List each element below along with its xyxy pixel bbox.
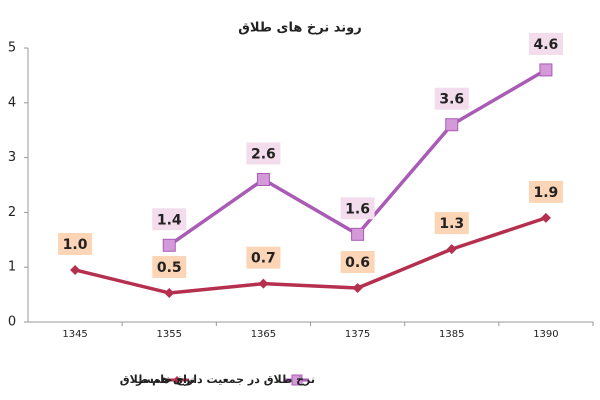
value-label-bg [152, 255, 187, 278]
value-label: 0.5 [157, 260, 182, 276]
marker [162, 238, 176, 252]
value-label-bg [152, 208, 187, 231]
legend-marker [291, 374, 303, 386]
value-label: 3.6 [439, 92, 464, 108]
x-tick-label: 1385 [439, 329, 464, 340]
marker [164, 287, 175, 298]
marker [258, 278, 269, 289]
y-tick-label: 2 [8, 205, 16, 220]
value-label: 1.4 [157, 212, 182, 228]
marker [445, 118, 459, 132]
marker [352, 283, 363, 294]
x-tick-label: 1375 [345, 329, 370, 340]
series-line [74, 216, 547, 295]
value-label-bg [434, 87, 469, 110]
marker [446, 244, 457, 255]
y-tick-label: 4 [8, 95, 16, 110]
value-label-bg [340, 251, 375, 274]
value-label: 4.6 [534, 37, 559, 53]
value-label-bg [528, 180, 563, 203]
y-tick-label: 3 [8, 150, 16, 165]
value-label: 1.3 [439, 216, 464, 232]
marker [70, 264, 81, 275]
marker [256, 173, 270, 187]
value-label-bg [246, 142, 281, 165]
y-tick-label: 1 [8, 260, 16, 275]
value-label: 1.9 [534, 185, 559, 201]
marker [540, 212, 551, 223]
value-label-bg [434, 212, 469, 235]
value-label-bg [340, 197, 375, 220]
value-label: 0.6 [345, 255, 370, 271]
x-tick-label: 1390 [533, 329, 558, 340]
y-tick-label: 5 [8, 41, 16, 56]
marker [351, 227, 365, 241]
legend-marker [173, 376, 181, 384]
x-tick-label: 1365 [251, 329, 276, 340]
x-tick-label: 1355 [157, 329, 182, 340]
x-tick-label: 1345 [62, 329, 87, 340]
marker [539, 63, 553, 77]
value-label-bg [58, 232, 93, 255]
value-label: 0.7 [251, 251, 276, 267]
value-label: 1.6 [345, 201, 370, 217]
value-label-bg [528, 32, 563, 55]
chart-title: روند نرخ های طلاق [238, 21, 361, 36]
legend-label: نرخ طلاق در جمعیت دارای همسر [135, 373, 315, 386]
legend-label: نرخ خام طلاق [120, 373, 195, 386]
value-label: 2.6 [251, 147, 276, 163]
value-label-bg [246, 246, 281, 269]
value-label: 1.0 [63, 237, 88, 253]
y-tick-label: 0 [8, 315, 16, 330]
